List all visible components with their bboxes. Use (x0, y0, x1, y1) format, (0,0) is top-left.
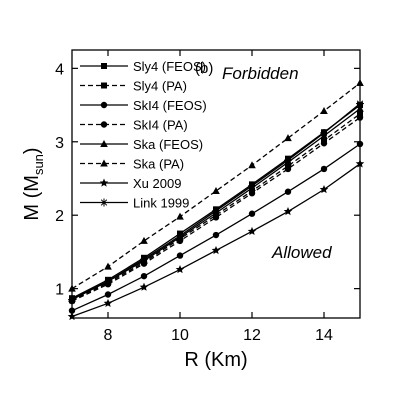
series-line (71, 163, 361, 318)
marker-stroke (212, 207, 220, 214)
marker (68, 284, 76, 292)
marker (356, 99, 364, 108)
marker (67, 312, 77, 321)
marker-stroke (140, 256, 148, 263)
legend-label: SkI4 (FEOS) (133, 98, 207, 113)
marker (100, 140, 108, 147)
series-line (71, 82, 361, 290)
marker (176, 252, 184, 259)
marker (320, 128, 328, 137)
marker (101, 82, 107, 89)
marker (248, 161, 256, 169)
y-axis-label: M (Msun) (21, 147, 46, 220)
marker (176, 212, 184, 220)
marker (356, 114, 364, 121)
legend-label: Xu 2009 (133, 176, 181, 191)
annotation: Forbidden (222, 64, 299, 83)
marker-stroke (320, 129, 328, 137)
legend-label: Sly4 (FEOS) (133, 59, 206, 74)
series-line (71, 103, 361, 301)
marker (247, 226, 257, 235)
series-line (71, 117, 361, 302)
marker-stroke (356, 100, 364, 107)
annotation: Allowed (271, 243, 332, 262)
x-axis-label: R (Km) (184, 349, 247, 371)
marker (284, 188, 292, 195)
marker (176, 231, 184, 240)
legend-label: Ska (FEOS) (133, 137, 203, 152)
marker-stroke (284, 156, 292, 164)
marker (104, 277, 112, 286)
marker (357, 110, 363, 117)
marker-stroke (104, 278, 112, 285)
marker (140, 272, 148, 280)
marker-stroke (248, 182, 256, 190)
x-tick-label: 8 (104, 327, 113, 344)
marker (356, 79, 364, 87)
marker-stroke (176, 232, 184, 239)
marker (212, 206, 220, 215)
plot-frame (71, 49, 361, 319)
marker (104, 262, 112, 270)
marker (175, 265, 185, 274)
y-tick-label: 4 (55, 61, 64, 78)
legend-label: Sly4 (PA) (133, 79, 187, 94)
marker (320, 165, 328, 173)
marker (248, 181, 256, 190)
legend-label: Link 1999 (133, 196, 189, 211)
y-axis-label-main: M (M (21, 175, 43, 221)
y-tick-label: 2 (55, 208, 64, 225)
marker (140, 236, 148, 244)
marker (103, 298, 113, 307)
marker (320, 140, 328, 147)
x-tick-label: 12 (243, 327, 261, 344)
marker (212, 231, 220, 239)
marker (99, 178, 109, 187)
marker-stroke (100, 199, 108, 206)
marker (100, 159, 108, 167)
marker (100, 101, 108, 109)
y-axis-label-sub: sun (31, 154, 46, 175)
marker (248, 210, 256, 217)
marker (284, 156, 292, 165)
marker (356, 140, 364, 148)
series-line (71, 113, 361, 301)
marker (101, 63, 107, 69)
marker (320, 106, 328, 114)
panel-label: (b) (195, 60, 213, 77)
y-tick-label: 1 (55, 282, 64, 299)
marker (100, 121, 108, 128)
marker (319, 185, 329, 194)
marker (139, 282, 149, 291)
y-axis-label-end: ) (21, 147, 43, 154)
marker (104, 291, 112, 298)
x-tick-label: 14 (315, 327, 333, 344)
marker-stroke (68, 296, 76, 303)
marker (283, 207, 293, 216)
marker (248, 189, 256, 197)
marker (356, 104, 364, 112)
marker (140, 255, 148, 264)
series-line (71, 104, 361, 299)
marker (68, 307, 76, 314)
marker (355, 159, 365, 168)
marker (212, 186, 220, 194)
marker (100, 198, 108, 207)
x-tick-label: 10 (171, 327, 189, 344)
marker (68, 295, 76, 304)
legend-label: SkI4 (PA) (133, 118, 188, 133)
marker (284, 134, 292, 142)
y-tick-label: 3 (55, 135, 64, 152)
marker (211, 245, 221, 255)
series-line (71, 143, 361, 312)
legend-label: Ska (PA) (133, 157, 184, 172)
marker (284, 165, 292, 173)
